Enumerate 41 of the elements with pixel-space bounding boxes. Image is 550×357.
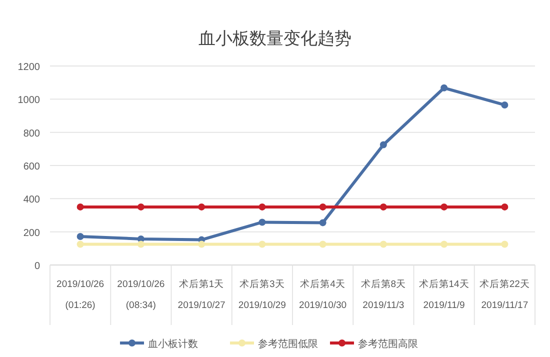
point [258, 240, 266, 248]
point [258, 203, 266, 210]
y-tick-label: 1000 [18, 95, 40, 106]
x-tick-label: 术后第1天 2019/10/27 [178, 278, 226, 311]
y-tick-label: 0 [34, 261, 40, 272]
y-tick-label: 600 [23, 162, 40, 172]
point [319, 240, 326, 248]
y-tick-label: 200 [23, 228, 40, 239]
legend-label: 血小板计数 [148, 338, 198, 350]
legend-label: 参考范围高限 [358, 338, 418, 350]
x-tick-label: 术后第4天 2019/10/30 [299, 278, 347, 311]
point [319, 219, 326, 226]
point [137, 240, 144, 248]
point [380, 203, 387, 210]
x-tick-label: 术后第14天 2019/11/9 [418, 278, 470, 311]
point [76, 240, 84, 248]
point [440, 203, 448, 210]
x-tick-label: 术后第8天 2019/11/3 [360, 278, 406, 311]
point [501, 203, 508, 210]
y-tick-label: 1200 [18, 62, 40, 73]
x-tick-label: 2019/10/26 (08:34) [117, 279, 165, 311]
point [440, 240, 448, 248]
point [501, 240, 508, 248]
point [198, 203, 206, 210]
point [440, 84, 448, 92]
point [501, 101, 508, 108]
point [76, 232, 84, 240]
point [380, 141, 387, 148]
x-tick-label: 术后第3天 2019/10/29 [238, 278, 286, 311]
point [380, 240, 387, 248]
legend-label: 参考范围低限 [258, 338, 318, 350]
y-tick-label: 400 [23, 194, 40, 206]
point [137, 203, 144, 210]
point [76, 203, 84, 210]
x-tick-label: 术后第22天 2019/11/17 [479, 278, 530, 311]
y-tick-label: 800 [23, 128, 40, 140]
chart-title: 血小板数量变化趋势 [198, 29, 352, 48]
point [319, 203, 326, 210]
x-tick-label: 2019/10/26 (01:26) [56, 279, 104, 311]
point [198, 240, 206, 248]
point [258, 218, 266, 226]
